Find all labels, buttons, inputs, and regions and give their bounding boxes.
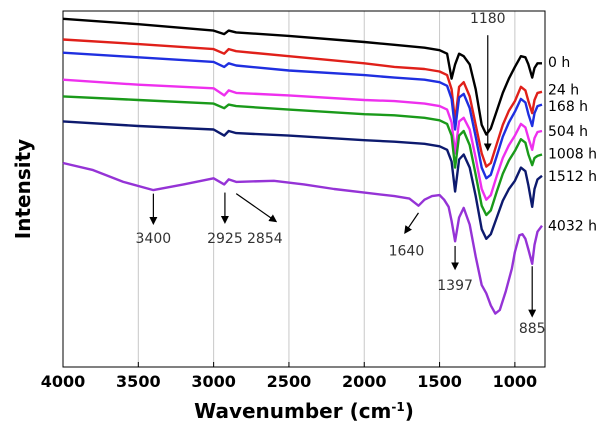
annotation-label: 2854 [247,231,283,247]
annotation-arrow [235,193,278,223]
x-tick-label: 3500 [116,372,161,391]
series-label: 168 h [548,99,588,115]
x-axis-ticks: 4000 3500 3000 2500 2000 1500 1000 [41,362,537,391]
annotation-label: 3400 [136,231,172,247]
annotation-label: 1640 [389,244,425,260]
series-label: 0 h [548,55,570,71]
plot-frame [62,10,546,368]
series-label: 4032 h [548,219,597,235]
x-axis-title-end: ) [405,399,414,423]
series-line [62,78,543,201]
x-axis-title: Wavenumber (cm-1) [194,399,414,423]
x-tick-label: 3000 [191,372,236,391]
series-line [62,120,543,240]
annotation-label: 1180 [470,11,506,27]
series-line [62,95,543,217]
series-line [62,17,542,136]
x-axis-title-sup: -1 [391,400,404,414]
series-label: 504 h [548,124,588,140]
x-tick-label: 1000 [493,372,538,391]
x-axis-title-main: Wavenumber (cm [194,399,391,423]
annotation-label: 2925 [207,231,243,247]
series-label: 1512 h [548,169,597,185]
y-axis-title: Intensity [11,139,35,239]
x-tick-label: 2500 [267,372,312,391]
series-label: 24 h [548,82,579,98]
series-line [62,51,543,180]
x-tick-label: 2000 [342,372,387,391]
series-line [62,38,543,168]
annotation-arrow [404,212,419,234]
series-layer [62,17,543,315]
annotation-label: 1397 [437,278,473,294]
annotation-label: 885 [519,321,546,337]
x-tick-label: 1500 [417,372,462,391]
x-tick-label: 4000 [41,372,86,391]
annotations: 1180 3400 2925 2854 1640 1397 885 [136,11,546,337]
series-line [62,161,543,315]
series-label: 1008 h [548,146,597,162]
